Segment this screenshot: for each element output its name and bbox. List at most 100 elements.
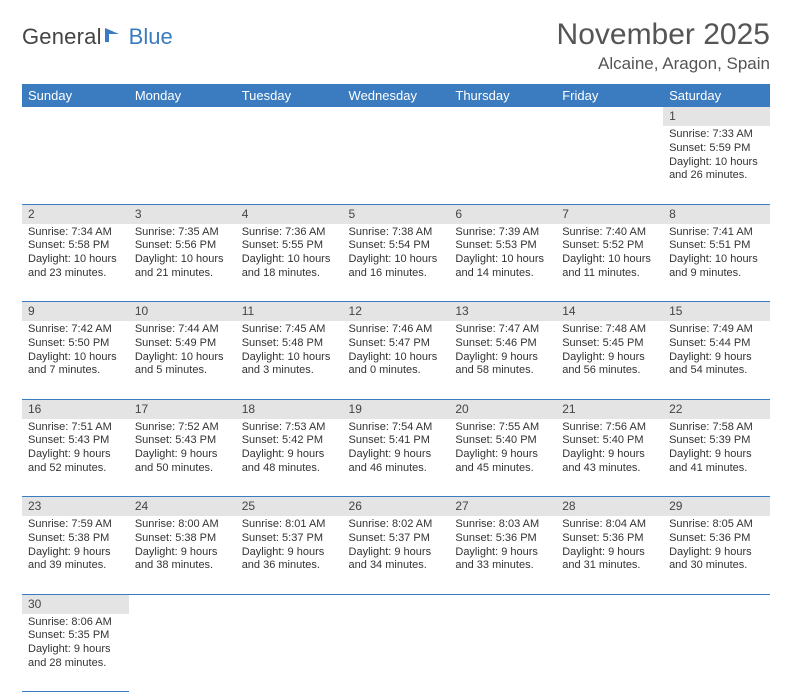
sunrise-text: Sunrise: 7:51 AM xyxy=(28,421,123,435)
day-number-cell: 2 xyxy=(22,204,129,224)
day-number-cell: 11 xyxy=(236,302,343,322)
day-body-cell: Sunrise: 7:48 AMSunset: 5:45 PMDaylight:… xyxy=(556,321,663,399)
logo: General Blue xyxy=(22,18,173,50)
day-body-cell: Sunrise: 7:33 AMSunset: 5:59 PMDaylight:… xyxy=(663,126,770,204)
day-body-cell xyxy=(663,614,770,692)
day-number-cell xyxy=(22,107,129,126)
day-details: Sunrise: 7:38 AMSunset: 5:54 PMDaylight:… xyxy=(343,224,450,285)
sunrise-text: Sunrise: 7:39 AM xyxy=(455,226,550,240)
daylight-text: Daylight: 9 hours and 45 minutes. xyxy=(455,448,550,476)
sunrise-text: Sunrise: 8:05 AM xyxy=(669,518,764,532)
day-details: Sunrise: 8:02 AMSunset: 5:37 PMDaylight:… xyxy=(343,516,450,577)
day-body-cell: Sunrise: 7:35 AMSunset: 5:56 PMDaylight:… xyxy=(129,224,236,302)
sunset-text: Sunset: 5:40 PM xyxy=(562,434,657,448)
daylight-text: Daylight: 9 hours and 33 minutes. xyxy=(455,546,550,574)
day-details: Sunrise: 8:04 AMSunset: 5:36 PMDaylight:… xyxy=(556,516,663,577)
daylight-text: Daylight: 9 hours and 30 minutes. xyxy=(669,546,764,574)
day-details: Sunrise: 7:44 AMSunset: 5:49 PMDaylight:… xyxy=(129,321,236,382)
day-details: Sunrise: 8:00 AMSunset: 5:38 PMDaylight:… xyxy=(129,516,236,577)
day-number-row: 30 xyxy=(22,594,770,614)
day-details: Sunrise: 8:03 AMSunset: 5:36 PMDaylight:… xyxy=(449,516,556,577)
day-body-row: Sunrise: 7:34 AMSunset: 5:58 PMDaylight:… xyxy=(22,224,770,302)
sunrise-text: Sunrise: 7:48 AM xyxy=(562,323,657,337)
day-details: Sunrise: 8:06 AMSunset: 5:35 PMDaylight:… xyxy=(22,614,129,675)
day-number-cell: 13 xyxy=(449,302,556,322)
day-body-cell: Sunrise: 8:02 AMSunset: 5:37 PMDaylight:… xyxy=(343,516,450,594)
daylight-text: Daylight: 10 hours and 21 minutes. xyxy=(135,253,230,281)
sunset-text: Sunset: 5:37 PM xyxy=(349,532,444,546)
daylight-text: Daylight: 9 hours and 58 minutes. xyxy=(455,351,550,379)
day-number-row: 1 xyxy=(22,107,770,126)
day-number-cell: 27 xyxy=(449,497,556,517)
day-details: Sunrise: 7:39 AMSunset: 5:53 PMDaylight:… xyxy=(449,224,556,285)
day-details: Sunrise: 7:55 AMSunset: 5:40 PMDaylight:… xyxy=(449,419,556,480)
day-body-cell: Sunrise: 7:49 AMSunset: 5:44 PMDaylight:… xyxy=(663,321,770,399)
sunset-text: Sunset: 5:53 PM xyxy=(455,239,550,253)
day-body-cell: Sunrise: 7:53 AMSunset: 5:42 PMDaylight:… xyxy=(236,419,343,497)
day-number-cell: 4 xyxy=(236,204,343,224)
sunset-text: Sunset: 5:59 PM xyxy=(669,142,764,156)
sunset-text: Sunset: 5:46 PM xyxy=(455,337,550,351)
sunrise-text: Sunrise: 7:54 AM xyxy=(349,421,444,435)
sunset-text: Sunset: 5:35 PM xyxy=(28,629,123,643)
day-number-cell xyxy=(129,594,236,614)
sunrise-text: Sunrise: 7:52 AM xyxy=(135,421,230,435)
logo-text-general: General xyxy=(22,24,102,50)
day-body-cell: Sunrise: 7:56 AMSunset: 5:40 PMDaylight:… xyxy=(556,419,663,497)
day-number-cell xyxy=(129,107,236,126)
day-body-cell: Sunrise: 7:45 AMSunset: 5:48 PMDaylight:… xyxy=(236,321,343,399)
day-details: Sunrise: 7:36 AMSunset: 5:55 PMDaylight:… xyxy=(236,224,343,285)
day-details: Sunrise: 7:56 AMSunset: 5:40 PMDaylight:… xyxy=(556,419,663,480)
weekday-header: Friday xyxy=(556,84,663,107)
day-number-cell: 28 xyxy=(556,497,663,517)
day-details: Sunrise: 7:40 AMSunset: 5:52 PMDaylight:… xyxy=(556,224,663,285)
day-number-cell: 16 xyxy=(22,399,129,419)
sunrise-text: Sunrise: 7:33 AM xyxy=(669,128,764,142)
day-details: Sunrise: 8:01 AMSunset: 5:37 PMDaylight:… xyxy=(236,516,343,577)
sunrise-text: Sunrise: 7:41 AM xyxy=(669,226,764,240)
day-body-cell xyxy=(343,614,450,692)
day-details: Sunrise: 7:47 AMSunset: 5:46 PMDaylight:… xyxy=(449,321,556,382)
sunrise-text: Sunrise: 7:47 AM xyxy=(455,323,550,337)
day-number-cell: 14 xyxy=(556,302,663,322)
sunset-text: Sunset: 5:58 PM xyxy=(28,239,123,253)
daylight-text: Daylight: 9 hours and 36 minutes. xyxy=(242,546,337,574)
logo-text-blue: Blue xyxy=(129,24,173,50)
daylight-text: Daylight: 9 hours and 54 minutes. xyxy=(669,351,764,379)
daylight-text: Daylight: 10 hours and 23 minutes. xyxy=(28,253,123,281)
daylight-text: Daylight: 10 hours and 26 minutes. xyxy=(669,156,764,184)
day-number-cell xyxy=(556,594,663,614)
sunset-text: Sunset: 5:36 PM xyxy=(562,532,657,546)
day-number-cell: 20 xyxy=(449,399,556,419)
sunset-text: Sunset: 5:50 PM xyxy=(28,337,123,351)
day-number-row: 2345678 xyxy=(22,204,770,224)
day-number-cell: 8 xyxy=(663,204,770,224)
day-number-cell: 29 xyxy=(663,497,770,517)
day-body-cell: Sunrise: 7:44 AMSunset: 5:49 PMDaylight:… xyxy=(129,321,236,399)
day-number-cell xyxy=(236,594,343,614)
day-details: Sunrise: 7:58 AMSunset: 5:39 PMDaylight:… xyxy=(663,419,770,480)
day-details: Sunrise: 7:46 AMSunset: 5:47 PMDaylight:… xyxy=(343,321,450,382)
weekday-header: Sunday xyxy=(22,84,129,107)
sunrise-text: Sunrise: 7:42 AM xyxy=(28,323,123,337)
daylight-text: Daylight: 10 hours and 14 minutes. xyxy=(455,253,550,281)
calendar-table: SundayMondayTuesdayWednesdayThursdayFrid… xyxy=(22,84,770,692)
day-number-cell: 18 xyxy=(236,399,343,419)
day-body-cell: Sunrise: 8:05 AMSunset: 5:36 PMDaylight:… xyxy=(663,516,770,594)
day-body-row: Sunrise: 7:59 AMSunset: 5:38 PMDaylight:… xyxy=(22,516,770,594)
calendar-head: SundayMondayTuesdayWednesdayThursdayFrid… xyxy=(22,84,770,107)
day-number-cell xyxy=(556,107,663,126)
day-number-cell: 21 xyxy=(556,399,663,419)
page-title: November 2025 xyxy=(557,18,770,52)
day-body-cell: Sunrise: 7:58 AMSunset: 5:39 PMDaylight:… xyxy=(663,419,770,497)
day-number-cell xyxy=(236,107,343,126)
daylight-text: Daylight: 10 hours and 7 minutes. xyxy=(28,351,123,379)
sunset-text: Sunset: 5:38 PM xyxy=(28,532,123,546)
sunrise-text: Sunrise: 8:06 AM xyxy=(28,616,123,630)
day-number-cell: 3 xyxy=(129,204,236,224)
day-number-cell: 12 xyxy=(343,302,450,322)
sunset-text: Sunset: 5:55 PM xyxy=(242,239,337,253)
day-details: Sunrise: 7:41 AMSunset: 5:51 PMDaylight:… xyxy=(663,224,770,285)
header: General Blue November 2025 Alcaine, Arag… xyxy=(22,18,770,74)
day-number-cell xyxy=(663,594,770,614)
